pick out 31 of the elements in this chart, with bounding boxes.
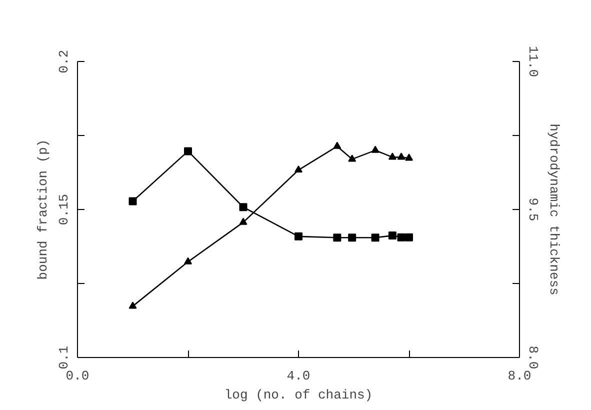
point xyxy=(397,152,406,160)
point xyxy=(239,218,248,225)
y2-axis-title: hydrodynamic thickness xyxy=(546,124,562,296)
y2-tick-label: 11.0 xyxy=(526,46,540,78)
y-tick-label: 0.1 xyxy=(56,346,72,370)
point xyxy=(184,257,192,264)
point xyxy=(333,234,342,242)
x-tick-label: 0.0 xyxy=(66,368,90,384)
point xyxy=(128,302,137,309)
y2-tick-label: 9.5 xyxy=(526,198,540,222)
y-tick-label: 0.2 xyxy=(56,50,72,74)
point xyxy=(184,147,192,156)
point xyxy=(294,232,302,240)
x-tick-label: 4.0 xyxy=(286,368,310,384)
point xyxy=(348,154,356,162)
point xyxy=(348,234,356,242)
point xyxy=(294,165,302,173)
point xyxy=(405,154,413,161)
y-axis-title: bound fraction (p) xyxy=(36,139,50,280)
point xyxy=(388,152,396,160)
x-tick-label: 8.0 xyxy=(508,368,532,384)
point xyxy=(371,234,380,242)
point xyxy=(333,142,342,149)
point xyxy=(128,197,137,206)
point xyxy=(239,203,248,212)
point xyxy=(371,146,380,153)
point xyxy=(397,233,406,242)
point xyxy=(388,232,396,240)
point xyxy=(405,233,413,242)
x-axis-title: log (no. of chains) xyxy=(224,388,373,402)
y-tick-label: 0.15 xyxy=(56,194,72,226)
